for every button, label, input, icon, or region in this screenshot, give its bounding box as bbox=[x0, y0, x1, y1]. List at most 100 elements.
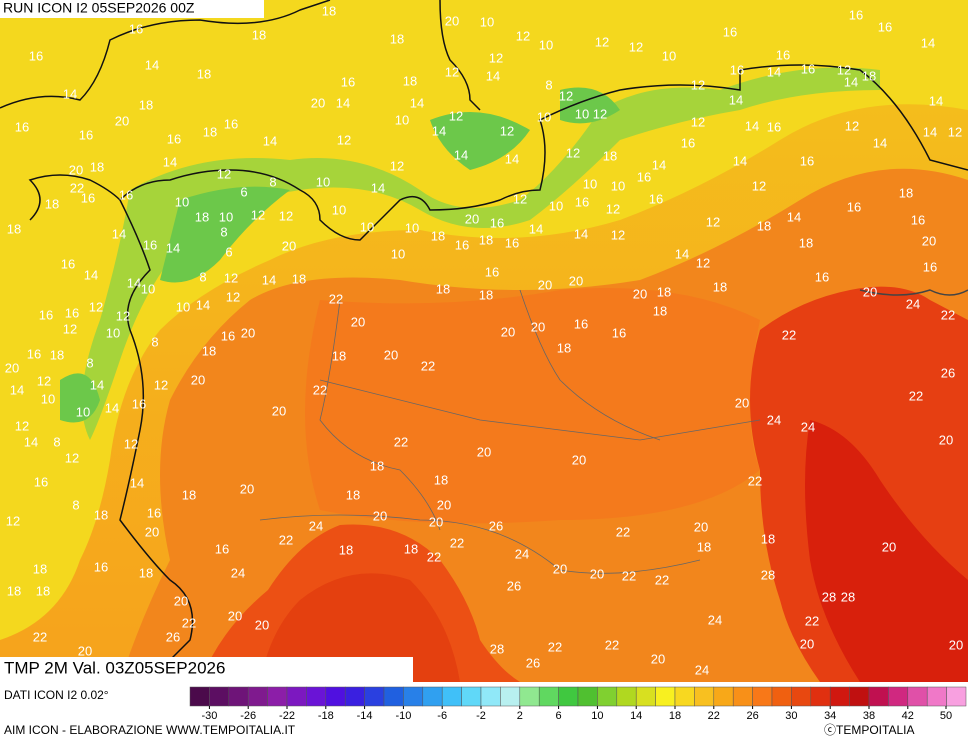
temperature-label: 12 bbox=[500, 123, 514, 138]
temperature-label: 18 bbox=[479, 287, 493, 302]
temperature-label: 16 bbox=[29, 48, 43, 63]
temperature-label: 18 bbox=[139, 97, 153, 112]
colorbar-cell bbox=[422, 686, 443, 707]
temperature-label: 22 bbox=[548, 639, 562, 654]
temperature-label: 18 bbox=[50, 347, 64, 362]
temperature-label: 10 bbox=[391, 246, 405, 261]
temperature-label: 16 bbox=[132, 396, 146, 411]
temperature-label: 14 bbox=[90, 377, 104, 392]
colorbar-cell bbox=[344, 686, 365, 707]
temperature-label: 18 bbox=[653, 303, 667, 318]
temperature-label: 22 bbox=[427, 549, 441, 564]
colorbar-cell bbox=[577, 686, 598, 707]
temperature-label: 16 bbox=[143, 237, 157, 252]
temperature-label: 14 bbox=[336, 95, 350, 110]
temperature-label: 16 bbox=[681, 135, 695, 150]
colorbar-cell bbox=[538, 686, 559, 707]
temperature-label: 12 bbox=[63, 321, 77, 336]
footer-credit: AIM ICON - ELABORAZIONE WWW.TEMPOITALIA.… bbox=[4, 723, 296, 737]
temperature-label: 12 bbox=[337, 132, 351, 147]
temperature-label: 18 bbox=[252, 27, 266, 42]
temperature-label: 22 bbox=[33, 629, 47, 644]
temperature-label: 18 bbox=[862, 68, 876, 83]
temperature-label: 10 bbox=[141, 281, 155, 296]
colorbar-cell bbox=[189, 686, 210, 707]
region-borders bbox=[259, 289, 761, 574]
colorbar-tick-label: -26 bbox=[240, 710, 256, 722]
colorbar-tick-label: 14 bbox=[630, 710, 642, 722]
temperature-label: 12 bbox=[845, 118, 859, 133]
temperature-label: 18 bbox=[182, 487, 196, 502]
temperature-label: 6 bbox=[240, 184, 247, 199]
temperature-label: 14 bbox=[63, 86, 77, 101]
temperature-label: 18 bbox=[431, 228, 445, 243]
temperature-label: 20 bbox=[191, 372, 205, 387]
data-source: DATI ICON I2 0.02° bbox=[4, 688, 109, 702]
temperature-label: 12 bbox=[566, 145, 580, 160]
temperature-label: 12 bbox=[224, 270, 238, 285]
temperature-label: 20 bbox=[272, 403, 286, 418]
temperature-label: 18 bbox=[799, 235, 813, 250]
temperature-label: 18 bbox=[390, 31, 404, 46]
temperature-label: 16 bbox=[801, 61, 815, 76]
temperature-label: 12 bbox=[390, 158, 404, 173]
temperature-label: 12 bbox=[124, 436, 138, 451]
temperature-label: 20 bbox=[145, 524, 159, 539]
temperature-label: 20 bbox=[553, 561, 567, 576]
temperature-label: 14 bbox=[929, 93, 943, 108]
temperature-label: 20 bbox=[882, 539, 896, 554]
temperature-label: 18 bbox=[90, 159, 104, 174]
temperature-label: 10 bbox=[316, 174, 330, 189]
temperature-label: 16 bbox=[341, 74, 355, 89]
temperature-label: 10 bbox=[537, 109, 551, 124]
colorbar-tick-label: 42 bbox=[902, 710, 914, 722]
temperature-label: 16 bbox=[612, 325, 626, 340]
temperature-label: 14 bbox=[873, 135, 887, 150]
temperature-label: 26 bbox=[526, 655, 540, 670]
temperature-label: 22 bbox=[279, 532, 293, 547]
colorbar-cell bbox=[597, 686, 618, 707]
temperature-label: 24 bbox=[695, 662, 709, 677]
temperature-label: 14 bbox=[486, 68, 500, 83]
temperature-label: 18 bbox=[479, 232, 493, 247]
temperature-label: 20 bbox=[241, 325, 255, 340]
temperature-label: 20 bbox=[240, 481, 254, 496]
temperature-label: 22 bbox=[616, 524, 630, 539]
colorbar-cell bbox=[868, 686, 889, 707]
temperature-label: 10 bbox=[176, 299, 190, 314]
temperature-label: 20 bbox=[922, 233, 936, 248]
temperature-label: 10 bbox=[480, 14, 494, 29]
temperature-label: 16 bbox=[730, 62, 744, 77]
borders bbox=[0, 0, 968, 661]
temperature-label: 16 bbox=[505, 235, 519, 250]
temperature-label: 14 bbox=[24, 434, 38, 449]
temperature-label: 12 bbox=[513, 191, 527, 206]
temperature-label: 26 bbox=[941, 365, 955, 380]
colorbar-tick-label: 2 bbox=[517, 710, 523, 722]
temperature-label: 18 bbox=[339, 542, 353, 557]
temperature-label: 10 bbox=[575, 106, 589, 121]
temperature-label: 16 bbox=[649, 191, 663, 206]
temperature-label: 22 bbox=[655, 572, 669, 587]
temperature-label: 18 bbox=[436, 281, 450, 296]
temperature-label: 12 bbox=[445, 64, 459, 79]
temperature-label: 18 bbox=[697, 539, 711, 554]
colorbar-tick-label: 38 bbox=[863, 710, 875, 722]
colorbar-cell bbox=[888, 686, 909, 707]
colorbar-tick-label: -6 bbox=[437, 710, 447, 722]
temperature-label: 6 bbox=[225, 244, 232, 259]
temperature-label: 24 bbox=[708, 612, 722, 627]
temperature-label: 16 bbox=[27, 346, 41, 361]
temperature-label: 18 bbox=[94, 507, 108, 522]
colorbar-cell bbox=[946, 686, 967, 707]
temperature-label: 18 bbox=[139, 565, 153, 580]
colorbar-cell bbox=[403, 686, 424, 707]
temperature-label: 14 bbox=[729, 92, 743, 107]
temperature-label: 14 bbox=[767, 64, 781, 79]
colorbar-tick-label: 30 bbox=[785, 710, 797, 722]
temperature-label: 10 bbox=[76, 404, 90, 419]
temperature-label: 14 bbox=[745, 118, 759, 133]
colorbar-cell bbox=[461, 686, 482, 707]
temperature-label: 22 bbox=[748, 473, 762, 488]
